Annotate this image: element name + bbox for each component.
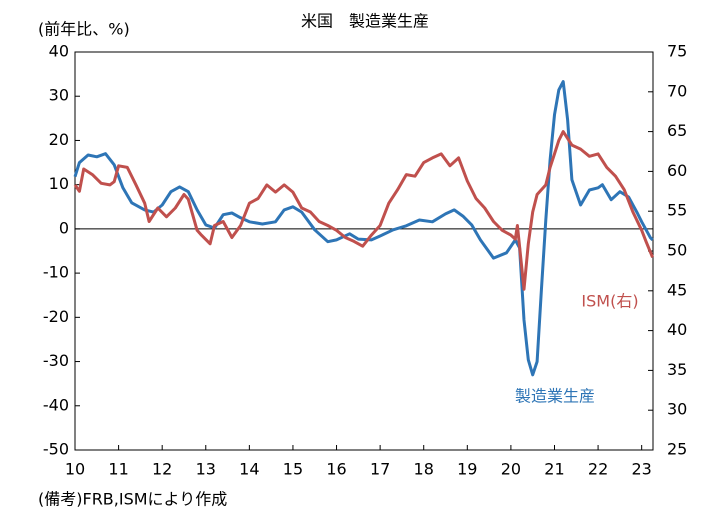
y-tick-label: -10 — [43, 263, 69, 282]
y2-tick-label: 35 — [667, 360, 687, 379]
y2-tick-label: 65 — [667, 121, 687, 140]
x-tick-label: 20 — [501, 460, 521, 479]
x-tick-label: 11 — [108, 460, 128, 479]
y-tick-label: -40 — [43, 395, 69, 414]
y-tick-label: -30 — [43, 351, 69, 370]
y-axis-label: (前年比、%) — [38, 20, 130, 39]
y2-tick-label: 50 — [667, 241, 687, 260]
x-tick-label: 23 — [631, 460, 651, 479]
x-tick-label: 16 — [326, 460, 346, 479]
y2-tick-label: 45 — [667, 280, 687, 299]
y-tick-label: -20 — [43, 307, 69, 326]
y-tick-label: 30 — [49, 86, 69, 105]
series-line — [73, 130, 654, 291]
y2-tick-label: 25 — [667, 440, 687, 459]
x-tick-label: 21 — [544, 460, 564, 479]
annotation: ISM(右) — [581, 292, 638, 311]
x-tick-label: 13 — [196, 460, 216, 479]
chart-title: 米国 製造業生産 — [301, 12, 429, 31]
y2-tick-label: 75 — [667, 42, 687, 61]
x-tick-label: 22 — [588, 460, 608, 479]
series-line — [73, 80, 654, 377]
y2-tick-label: 40 — [667, 320, 687, 339]
y-tick-label: 10 — [49, 174, 69, 193]
annotation: 製造業生産 — [515, 387, 595, 406]
y-tick-label: 40 — [49, 42, 69, 61]
y-tick-label: -50 — [43, 440, 69, 459]
x-tick-label: 12 — [152, 460, 172, 479]
y-tick-label: 20 — [49, 130, 69, 149]
x-tick-label: 17 — [370, 460, 390, 479]
x-tick-label: 19 — [457, 460, 477, 479]
x-tick-label: 15 — [283, 460, 303, 479]
x-tick-label: 10 — [65, 460, 85, 479]
x-tick-label: 14 — [239, 460, 259, 479]
y2-tick-label: 30 — [667, 400, 687, 419]
y2-tick-label: 55 — [667, 201, 687, 220]
y2-tick-label: 60 — [667, 161, 687, 180]
y-tick-label: 0 — [59, 218, 69, 237]
y2-tick-label: 70 — [667, 81, 687, 100]
x-tick-label: 18 — [414, 460, 434, 479]
source-note: (備考)FRB,ISMにより作成 — [38, 490, 227, 509]
